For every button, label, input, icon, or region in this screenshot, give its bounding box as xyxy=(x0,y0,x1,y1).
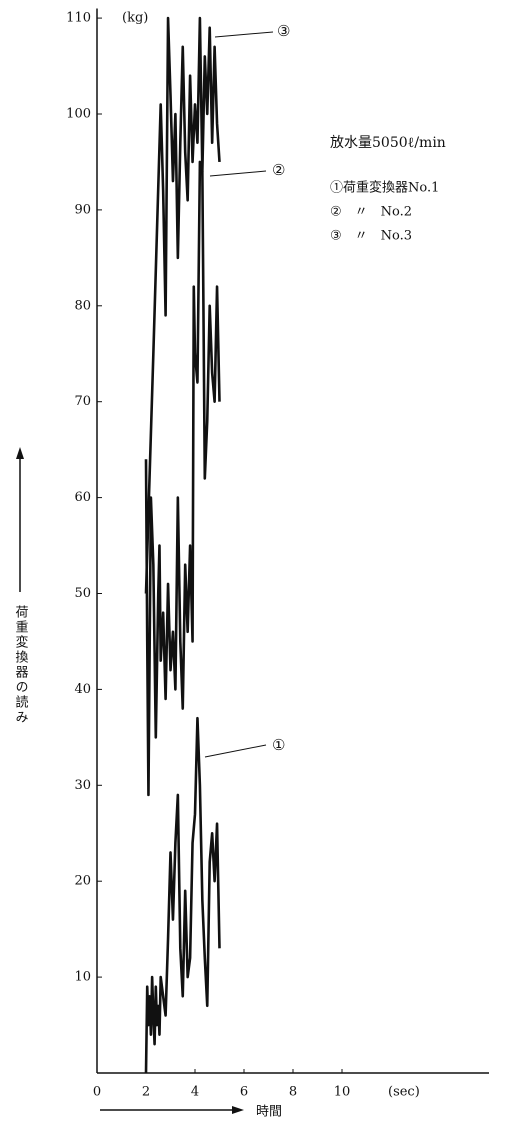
note: 放水量5050ℓ/min xyxy=(330,135,446,151)
y-axis-label: 荷重変換器の読み xyxy=(13,605,29,725)
leader-line xyxy=(209,170,267,177)
x-axis-label: 時間 xyxy=(256,1105,282,1120)
series-line xyxy=(144,716,221,1074)
x-tick-label: 10 xyxy=(334,1085,351,1100)
annotation: ③ xyxy=(277,22,290,40)
y-tick-label: 60 xyxy=(74,490,91,505)
legend-label: ①荷重変換器No.1 xyxy=(330,180,439,196)
x-unit: (sec) xyxy=(388,1085,420,1100)
y-tick-label: 20 xyxy=(74,874,91,889)
y-tick-label: 70 xyxy=(74,394,91,409)
series-line xyxy=(144,16,221,594)
y-tick-label: 80 xyxy=(74,298,91,313)
y-arrow-head xyxy=(16,447,24,459)
x-arrow-head xyxy=(232,1106,244,1114)
x-tick-label: 6 xyxy=(240,1085,248,1100)
x-tick-label: 0 xyxy=(93,1085,101,1100)
y-tick-label: 40 xyxy=(74,682,91,697)
y-tick-label: 100 xyxy=(66,106,91,121)
y-tick-label: 110 xyxy=(66,11,91,26)
series-line xyxy=(144,160,221,797)
x-tick-label: 2 xyxy=(142,1085,150,1100)
y-tick-label: 30 xyxy=(74,778,91,793)
y-tick-label: 90 xyxy=(74,202,91,217)
leader-line xyxy=(214,31,274,38)
annotation: ② xyxy=(272,161,285,179)
legend-label: ② 〃 No.2 xyxy=(330,205,412,220)
y-unit: (kg) xyxy=(122,11,148,26)
y-tick-label: 10 xyxy=(74,970,91,985)
legend-label: ③ 〃 No.3 xyxy=(330,229,412,244)
x-tick-label: 8 xyxy=(289,1085,297,1100)
annotation: ① xyxy=(272,736,285,754)
leader-line xyxy=(204,744,267,758)
x-tick-label: 4 xyxy=(191,1085,199,1100)
y-tick-label: 50 xyxy=(74,586,91,601)
